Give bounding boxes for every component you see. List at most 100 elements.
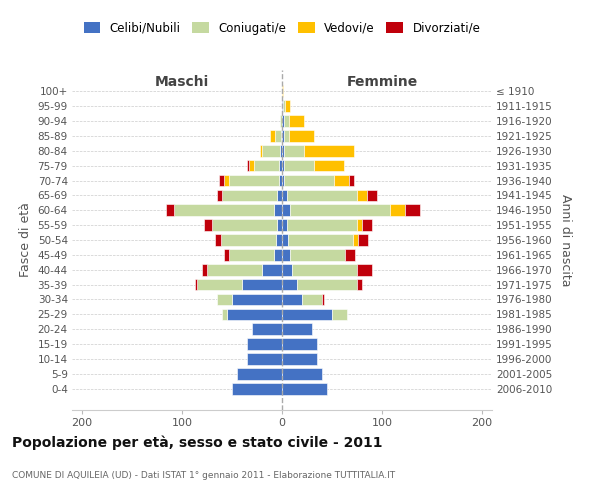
Bar	[358, 234, 368, 246]
Bar	[280, 145, 282, 156]
Bar	[279, 174, 282, 186]
Bar	[282, 160, 284, 172]
Bar	[302, 294, 322, 306]
Bar	[227, 308, 282, 320]
Bar	[284, 174, 334, 186]
Bar	[276, 234, 282, 246]
Bar	[204, 220, 212, 231]
Bar	[284, 130, 289, 141]
Bar	[357, 264, 372, 276]
Y-axis label: Fasce di età: Fasce di età	[19, 202, 32, 278]
Bar	[166, 204, 174, 216]
Bar	[349, 174, 354, 186]
Bar	[334, 174, 349, 186]
Text: Popolazione per età, sesso e stato civile - 2011: Popolazione per età, sesso e stato civil…	[12, 436, 383, 450]
Bar	[232, 383, 282, 394]
Bar	[282, 249, 290, 260]
Bar	[357, 220, 362, 231]
Bar	[322, 294, 324, 306]
Bar	[405, 204, 420, 216]
Bar	[282, 279, 297, 290]
Bar	[247, 160, 249, 172]
Bar	[282, 174, 284, 186]
Bar	[282, 308, 332, 320]
Bar	[282, 383, 327, 394]
Bar	[242, 279, 282, 290]
Bar	[229, 249, 274, 260]
Bar	[282, 115, 284, 127]
Bar	[390, 204, 405, 216]
Bar	[221, 234, 276, 246]
Bar	[215, 234, 221, 246]
Bar	[292, 264, 357, 276]
Bar	[202, 264, 207, 276]
Bar	[217, 190, 222, 201]
Bar	[262, 145, 280, 156]
Bar	[357, 279, 362, 290]
Bar	[281, 130, 282, 141]
Bar	[274, 249, 282, 260]
Bar	[260, 145, 262, 156]
Bar	[222, 308, 227, 320]
Bar	[207, 264, 262, 276]
Bar	[222, 190, 277, 201]
Bar	[332, 308, 347, 320]
Y-axis label: Anni di nascita: Anni di nascita	[559, 194, 572, 286]
Bar	[367, 190, 377, 201]
Bar	[254, 160, 279, 172]
Bar	[290, 204, 390, 216]
Text: COMUNE DI AQUILEIA (UD) - Dati ISTAT 1° gennaio 2011 - Elaborazione TUTTITALIA.I: COMUNE DI AQUILEIA (UD) - Dati ISTAT 1° …	[12, 471, 395, 480]
Bar	[282, 190, 287, 201]
Bar	[289, 130, 314, 141]
Bar	[247, 353, 282, 365]
Bar	[282, 204, 290, 216]
Bar	[357, 190, 367, 201]
Bar	[277, 190, 282, 201]
Bar	[277, 220, 282, 231]
Bar	[362, 220, 372, 231]
Bar	[224, 174, 229, 186]
Bar	[279, 160, 282, 172]
Bar	[289, 115, 304, 127]
Bar	[224, 249, 229, 260]
Bar	[290, 249, 345, 260]
Bar	[195, 279, 197, 290]
Bar	[270, 130, 275, 141]
Bar	[282, 234, 288, 246]
Bar	[304, 145, 354, 156]
Bar	[285, 100, 290, 112]
Bar	[283, 100, 285, 112]
Bar	[232, 294, 282, 306]
Bar	[282, 100, 283, 112]
Bar	[282, 353, 317, 365]
Bar	[237, 368, 282, 380]
Bar	[284, 160, 314, 172]
Bar	[282, 264, 292, 276]
Bar	[282, 368, 322, 380]
Bar	[345, 249, 355, 260]
Bar	[249, 160, 254, 172]
Legend: Celibi/Nubili, Coniugati/e, Vedovi/e, Divorziati/e: Celibi/Nubili, Coniugati/e, Vedovi/e, Di…	[80, 18, 484, 38]
Bar	[284, 145, 304, 156]
Bar	[282, 130, 284, 141]
Bar	[252, 324, 282, 335]
Bar	[282, 294, 302, 306]
Bar	[197, 279, 242, 290]
Bar	[288, 234, 353, 246]
Bar	[314, 160, 344, 172]
Text: Femmine: Femmine	[346, 75, 418, 89]
Bar	[219, 174, 224, 186]
Bar	[282, 86, 283, 97]
Bar	[282, 220, 287, 231]
Bar	[297, 279, 357, 290]
Bar	[282, 338, 317, 350]
Bar	[353, 234, 358, 246]
Bar	[287, 190, 357, 201]
Bar	[284, 115, 289, 127]
Bar	[262, 264, 282, 276]
Bar	[274, 204, 282, 216]
Bar	[282, 324, 312, 335]
Bar	[229, 174, 279, 186]
Text: Maschi: Maschi	[155, 75, 209, 89]
Bar	[247, 338, 282, 350]
